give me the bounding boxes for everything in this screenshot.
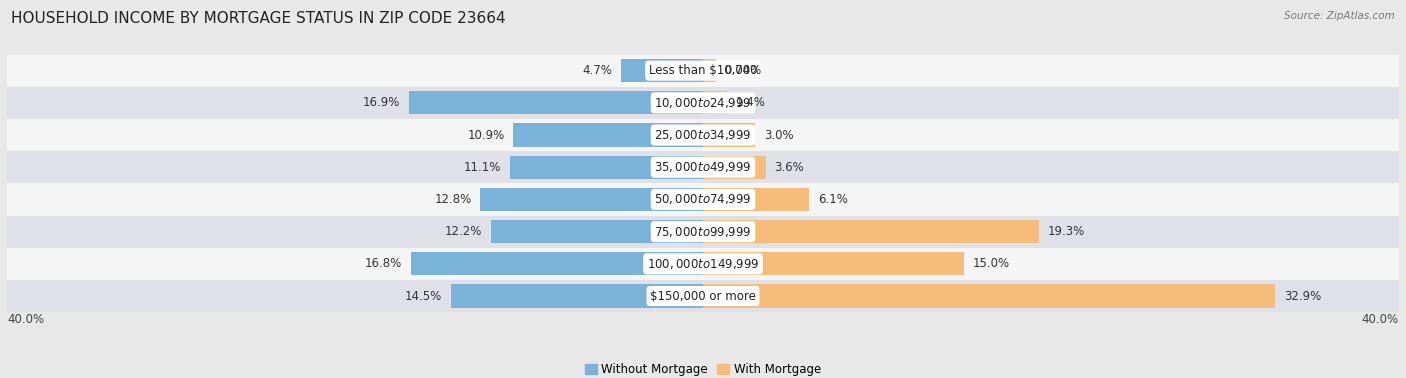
Text: 19.3%: 19.3% (1047, 225, 1085, 238)
Text: $75,000 to $99,999: $75,000 to $99,999 (654, 225, 752, 239)
Bar (703, 124, 755, 147)
Text: $50,000 to $74,999: $50,000 to $74,999 (654, 192, 752, 206)
Text: 3.6%: 3.6% (775, 161, 804, 174)
Text: 10.9%: 10.9% (467, 129, 505, 141)
Text: 6.1%: 6.1% (818, 193, 848, 206)
Text: 14.5%: 14.5% (405, 290, 441, 302)
Bar (513, 124, 703, 147)
Text: 32.9%: 32.9% (1284, 290, 1322, 302)
Bar (703, 284, 1275, 308)
Bar (481, 188, 703, 211)
Legend: Without Mortgage, With Mortgage: Without Mortgage, With Mortgage (581, 358, 825, 378)
Text: 3.0%: 3.0% (763, 129, 793, 141)
FancyBboxPatch shape (7, 54, 1399, 87)
Text: 40.0%: 40.0% (7, 313, 44, 326)
FancyBboxPatch shape (7, 119, 1399, 151)
Bar (409, 91, 703, 115)
Bar (703, 188, 808, 211)
Text: Less than $10,000: Less than $10,000 (648, 64, 758, 77)
Bar (510, 156, 703, 179)
Text: 4.7%: 4.7% (582, 64, 613, 77)
Text: 12.8%: 12.8% (434, 193, 471, 206)
Bar (703, 252, 965, 276)
Text: $10,000 to $24,999: $10,000 to $24,999 (654, 96, 752, 110)
Text: HOUSEHOLD INCOME BY MORTGAGE STATUS IN ZIP CODE 23664: HOUSEHOLD INCOME BY MORTGAGE STATUS IN Z… (11, 11, 506, 26)
Bar (621, 59, 703, 82)
Text: $100,000 to $149,999: $100,000 to $149,999 (647, 257, 759, 271)
Bar (451, 284, 703, 308)
Text: 16.8%: 16.8% (364, 257, 402, 270)
Text: 16.9%: 16.9% (363, 96, 401, 109)
FancyBboxPatch shape (7, 215, 1399, 248)
Bar (703, 59, 716, 82)
Text: Source: ZipAtlas.com: Source: ZipAtlas.com (1284, 11, 1395, 21)
Bar (491, 220, 703, 243)
Text: 40.0%: 40.0% (1362, 313, 1399, 326)
Bar (703, 220, 1039, 243)
Text: $150,000 or more: $150,000 or more (650, 290, 756, 302)
FancyBboxPatch shape (7, 183, 1399, 215)
Text: 15.0%: 15.0% (973, 257, 1010, 270)
Text: 1.4%: 1.4% (737, 96, 766, 109)
Text: $25,000 to $34,999: $25,000 to $34,999 (654, 128, 752, 142)
Text: $35,000 to $49,999: $35,000 to $49,999 (654, 160, 752, 174)
Text: 12.2%: 12.2% (444, 225, 482, 238)
FancyBboxPatch shape (7, 280, 1399, 312)
Bar (703, 156, 766, 179)
Text: 0.74%: 0.74% (724, 64, 762, 77)
FancyBboxPatch shape (7, 87, 1399, 119)
Text: 11.1%: 11.1% (464, 161, 501, 174)
Bar (703, 91, 727, 115)
FancyBboxPatch shape (7, 151, 1399, 183)
Bar (411, 252, 703, 276)
FancyBboxPatch shape (7, 248, 1399, 280)
